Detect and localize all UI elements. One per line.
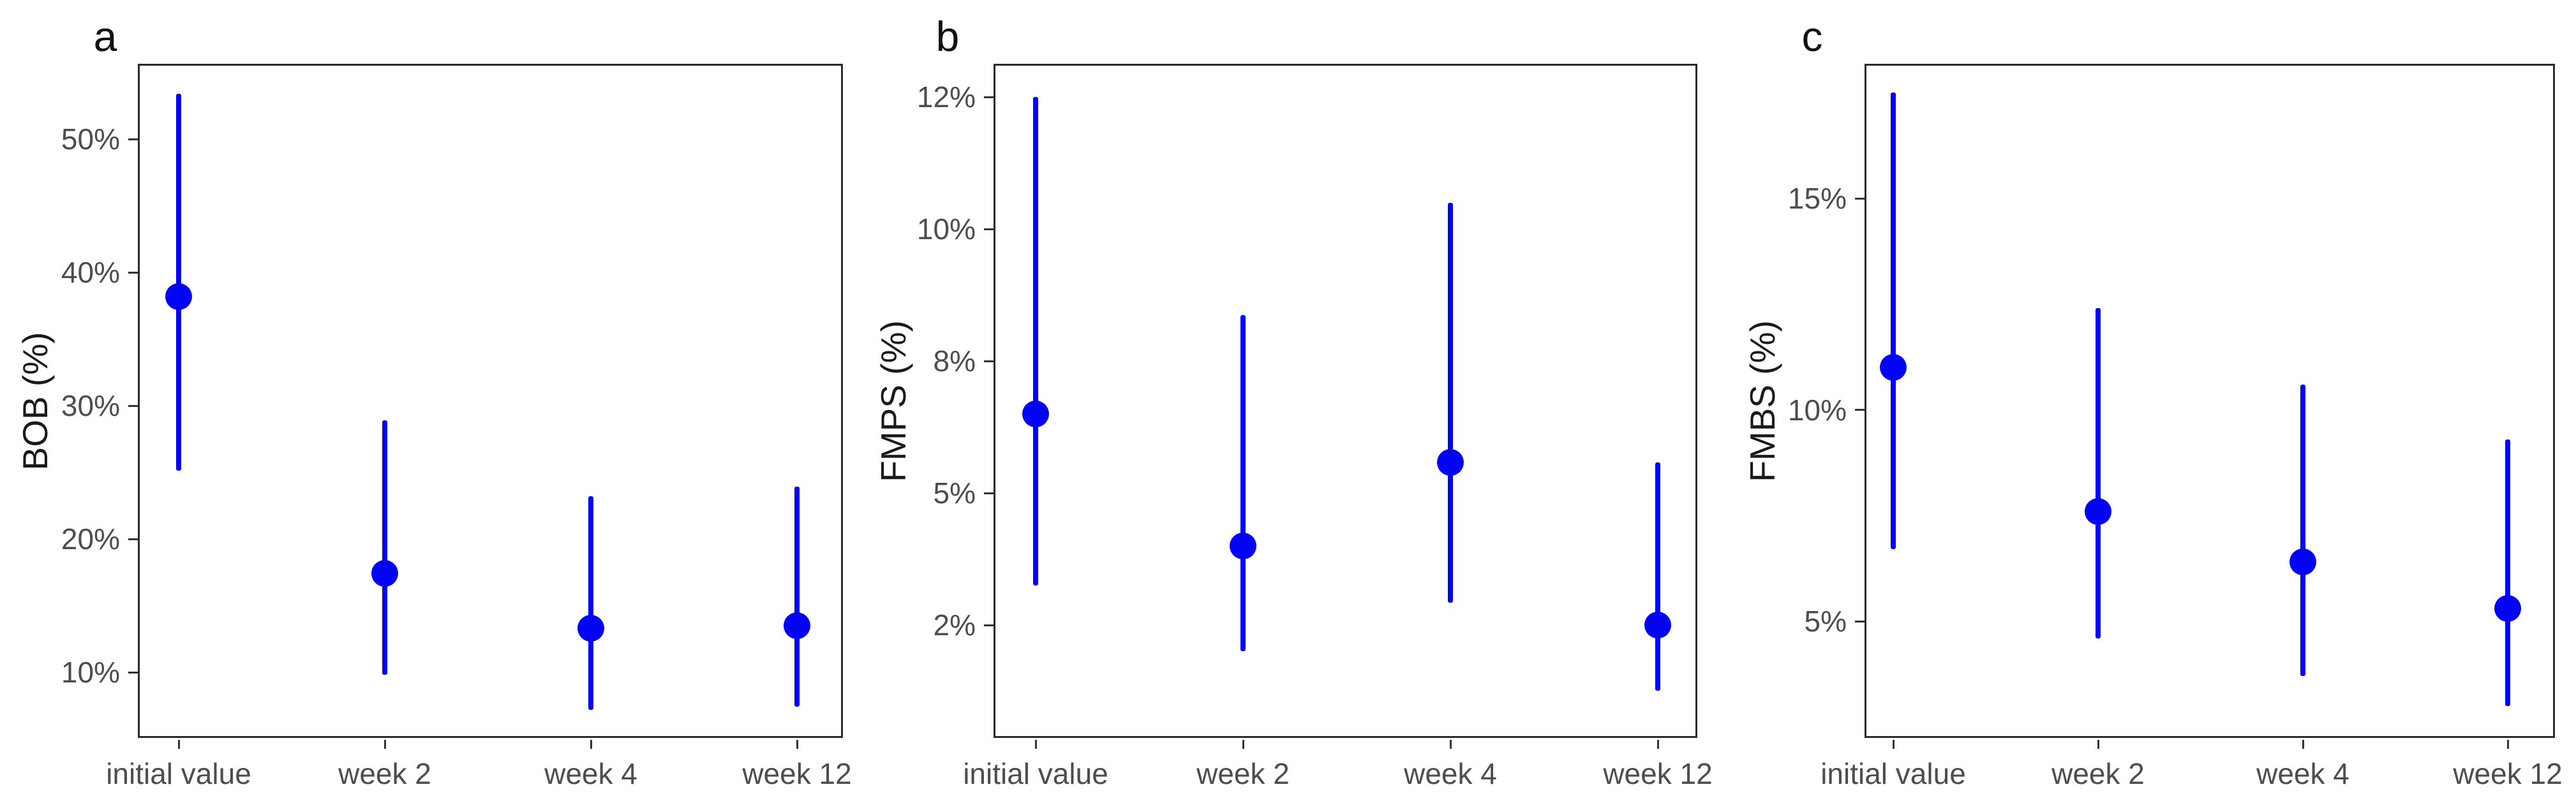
y-tick-label: 10%	[61, 656, 120, 689]
plot-area-b	[994, 64, 1697, 738]
x-tick-label: week 2	[1196, 757, 1290, 790]
y-tick-label: 15%	[1787, 182, 1847, 215]
y-tick-label: 12%	[916, 80, 976, 114]
x-tick-mark	[1892, 740, 1895, 749]
x-tick-mark	[2506, 740, 2509, 749]
y-tick-label: 10%	[916, 212, 976, 246]
error-bar	[1033, 97, 1038, 586]
panel-letter-a: a	[93, 13, 117, 60]
data-point	[2289, 549, 2316, 576]
plot-area-c	[1865, 64, 2555, 738]
x-tick-label: initial value	[106, 757, 251, 790]
error-bar	[2505, 439, 2510, 706]
y-tick-mark	[984, 96, 994, 98]
y-tick-label: 20%	[61, 522, 120, 556]
error-bar	[176, 93, 181, 471]
error-bar	[2300, 384, 2305, 677]
data-point	[1022, 400, 1049, 427]
y-tick-mark	[984, 624, 994, 626]
data-point	[1880, 354, 1907, 381]
error-bar	[2096, 308, 2101, 638]
error-bar	[588, 496, 593, 710]
y-tick-label: 8%	[933, 344, 976, 378]
plot-area-a	[138, 64, 843, 738]
y-tick-mark	[128, 271, 138, 274]
x-tick-label: week 12	[742, 757, 852, 790]
x-tick-label: initial value	[963, 757, 1108, 790]
x-tick-mark	[1034, 740, 1037, 749]
x-tick-label: week 12	[2453, 757, 2563, 790]
y-tick-mark	[128, 404, 138, 407]
y-tick-label: 5%	[933, 476, 976, 510]
data-point	[2085, 497, 2111, 525]
data-point	[784, 612, 810, 639]
y-tick-mark	[128, 538, 138, 540]
y-tick-mark	[984, 360, 994, 362]
y-tick-mark	[1855, 620, 1865, 623]
y-tick-mark	[128, 138, 138, 140]
y-tick-label: 10%	[1787, 393, 1847, 427]
x-tick-label: week 4	[544, 757, 637, 790]
y-tick-label: 50%	[61, 122, 120, 156]
data-point	[371, 560, 398, 587]
y-tick-label: 5%	[1804, 605, 1847, 638]
x-tick-mark	[590, 740, 592, 749]
x-tick-label: week 4	[2256, 757, 2349, 790]
data-point	[1437, 448, 1464, 476]
data-point	[1230, 532, 1256, 559]
x-tick-label: week 2	[2051, 757, 2145, 790]
y-tick-mark	[984, 492, 994, 494]
x-tick-mark	[1657, 740, 1659, 749]
error-bar	[1655, 462, 1660, 691]
data-point	[1644, 612, 1671, 638]
data-point	[2494, 595, 2521, 623]
x-tick-label: week 4	[1404, 757, 1497, 790]
error-bar	[1891, 92, 1896, 550]
error-bar	[794, 487, 800, 707]
y-tick-mark	[984, 228, 994, 230]
y-tick-mark	[1855, 197, 1865, 200]
x-tick-mark	[796, 740, 798, 749]
x-tick-mark	[2302, 740, 2304, 749]
error-bar	[382, 420, 387, 675]
x-tick-mark	[383, 740, 386, 749]
x-tick-mark	[1449, 740, 1452, 749]
y-tick-mark	[128, 671, 138, 674]
error-bar	[1448, 202, 1453, 603]
x-tick-label: initial value	[1820, 757, 1966, 790]
x-tick-label: week 12	[1603, 757, 1713, 790]
y-tick-label: 40%	[61, 256, 120, 289]
x-tick-label: week 2	[338, 757, 431, 790]
panel-letter-b: b	[935, 13, 960, 60]
panel-letter-c: c	[1801, 13, 1823, 60]
error-bar	[1240, 314, 1246, 652]
x-tick-mark	[2097, 740, 2099, 749]
x-tick-mark	[1242, 740, 1244, 749]
y-tick-label: 2%	[933, 608, 976, 642]
data-point	[165, 283, 192, 310]
y-tick-label: 30%	[61, 389, 120, 422]
data-point	[577, 615, 604, 642]
x-tick-mark	[177, 740, 180, 749]
y-tick-mark	[1855, 409, 1865, 411]
